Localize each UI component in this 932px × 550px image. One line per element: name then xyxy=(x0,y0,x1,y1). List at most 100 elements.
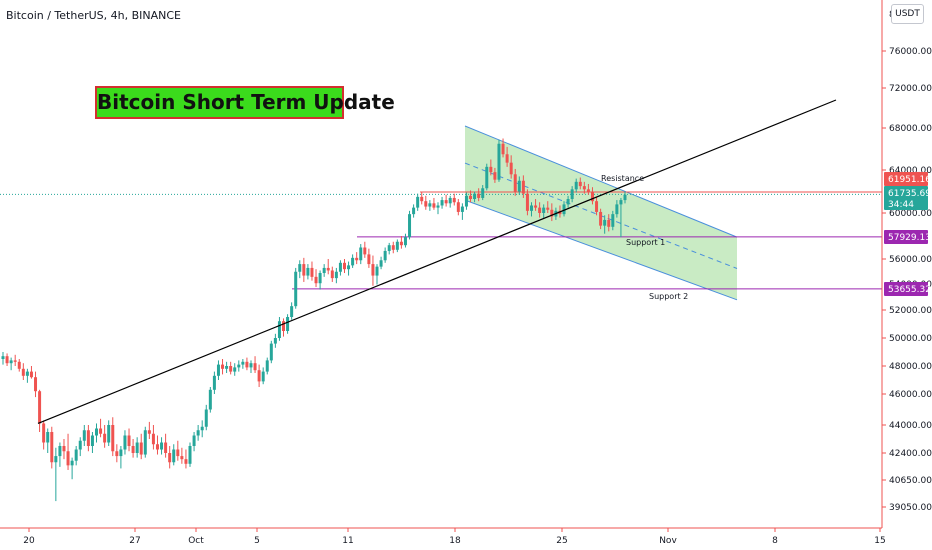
candle[interactable] xyxy=(542,204,546,219)
candle[interactable] xyxy=(371,255,375,286)
candle[interactable] xyxy=(1,352,5,365)
candle[interactable] xyxy=(66,433,70,470)
candle[interactable] xyxy=(99,418,103,438)
candle[interactable] xyxy=(188,442,192,467)
candle[interactable] xyxy=(570,186,574,203)
candle[interactable] xyxy=(261,367,265,385)
candle[interactable] xyxy=(25,368,29,383)
channel-top-line[interactable] xyxy=(464,125,738,238)
candle[interactable] xyxy=(534,199,538,211)
candle[interactable] xyxy=(444,194,448,207)
candle[interactable] xyxy=(164,433,168,458)
candle[interactable] xyxy=(200,420,204,438)
candle[interactable] xyxy=(46,428,50,454)
candle[interactable] xyxy=(611,210,615,231)
candle[interactable] xyxy=(229,361,233,375)
channel-bottom-line[interactable] xyxy=(464,199,738,301)
candle[interactable] xyxy=(13,354,17,366)
candle[interactable] xyxy=(408,210,412,240)
candle[interactable] xyxy=(607,214,611,232)
candle[interactable] xyxy=(38,389,42,432)
candle[interactable] xyxy=(135,437,139,458)
candle[interactable] xyxy=(42,420,46,450)
candle[interactable] xyxy=(245,357,249,371)
candle[interactable] xyxy=(436,202,440,215)
candle[interactable] xyxy=(395,239,399,253)
candle[interactable] xyxy=(269,340,273,364)
candles[interactable] xyxy=(1,138,627,502)
candle[interactable] xyxy=(21,363,25,380)
candle[interactable] xyxy=(375,264,379,285)
candle[interactable] xyxy=(493,167,497,183)
candle[interactable] xyxy=(221,359,225,375)
candle[interactable] xyxy=(464,192,468,210)
candle[interactable] xyxy=(546,201,550,213)
candle[interactable] xyxy=(160,437,164,455)
candle[interactable] xyxy=(347,261,351,276)
candle[interactable] xyxy=(367,248,371,268)
candle[interactable] xyxy=(334,267,338,284)
candle[interactable] xyxy=(619,197,623,238)
candle[interactable] xyxy=(501,138,505,158)
candle[interactable] xyxy=(521,175,525,198)
candle[interactable] xyxy=(342,259,346,274)
candle[interactable] xyxy=(363,241,367,258)
candle[interactable] xyxy=(286,314,290,334)
candle[interactable] xyxy=(95,423,99,443)
candle[interactable] xyxy=(566,195,570,208)
candle[interactable] xyxy=(440,196,444,209)
candle[interactable] xyxy=(298,260,302,279)
candle[interactable] xyxy=(17,359,21,372)
candle[interactable] xyxy=(574,178,578,193)
candle[interactable] xyxy=(517,176,521,195)
candle[interactable] xyxy=(452,193,456,206)
trendline-group[interactable] xyxy=(37,99,837,425)
candle[interactable] xyxy=(196,425,200,441)
candle[interactable] xyxy=(123,430,127,455)
candle[interactable] xyxy=(172,444,176,466)
candle[interactable] xyxy=(497,139,501,182)
candle[interactable] xyxy=(151,425,155,450)
candle[interactable] xyxy=(212,371,216,394)
candle[interactable] xyxy=(322,264,326,277)
candle[interactable] xyxy=(50,426,54,469)
candle[interactable] xyxy=(168,446,172,469)
candle[interactable] xyxy=(302,257,306,282)
candle[interactable] xyxy=(420,191,424,205)
candle[interactable] xyxy=(147,421,151,439)
candle[interactable] xyxy=(326,259,330,275)
candle[interactable] xyxy=(432,197,436,210)
candle[interactable] xyxy=(513,168,517,196)
candle[interactable] xyxy=(139,433,143,460)
candle[interactable] xyxy=(233,363,237,376)
candle[interactable] xyxy=(241,359,245,369)
candle[interactable] xyxy=(62,439,66,460)
candle[interactable] xyxy=(586,183,590,195)
candle[interactable] xyxy=(70,457,74,480)
candle[interactable] xyxy=(469,190,473,203)
candle[interactable] xyxy=(127,428,131,452)
candle[interactable] xyxy=(477,188,481,202)
candle[interactable] xyxy=(387,242,391,255)
candle[interactable] xyxy=(111,417,115,457)
candle[interactable] xyxy=(355,252,359,265)
candle[interactable] xyxy=(176,440,180,461)
candle[interactable] xyxy=(424,195,428,210)
candle[interactable] xyxy=(277,317,281,341)
candle[interactable] xyxy=(237,360,241,372)
candle[interactable] xyxy=(603,215,607,234)
candle[interactable] xyxy=(330,266,334,282)
trendline[interactable] xyxy=(37,99,837,425)
candle[interactable] xyxy=(204,404,208,431)
candle[interactable] xyxy=(34,371,38,398)
candle[interactable] xyxy=(318,270,322,290)
candle[interactable] xyxy=(416,193,420,211)
candle[interactable] xyxy=(86,425,90,452)
candle[interactable] xyxy=(599,208,603,230)
candle[interactable] xyxy=(379,256,383,270)
candle[interactable] xyxy=(225,361,229,373)
candle[interactable] xyxy=(184,449,188,469)
candle[interactable] xyxy=(338,260,342,276)
candle[interactable] xyxy=(538,202,542,218)
